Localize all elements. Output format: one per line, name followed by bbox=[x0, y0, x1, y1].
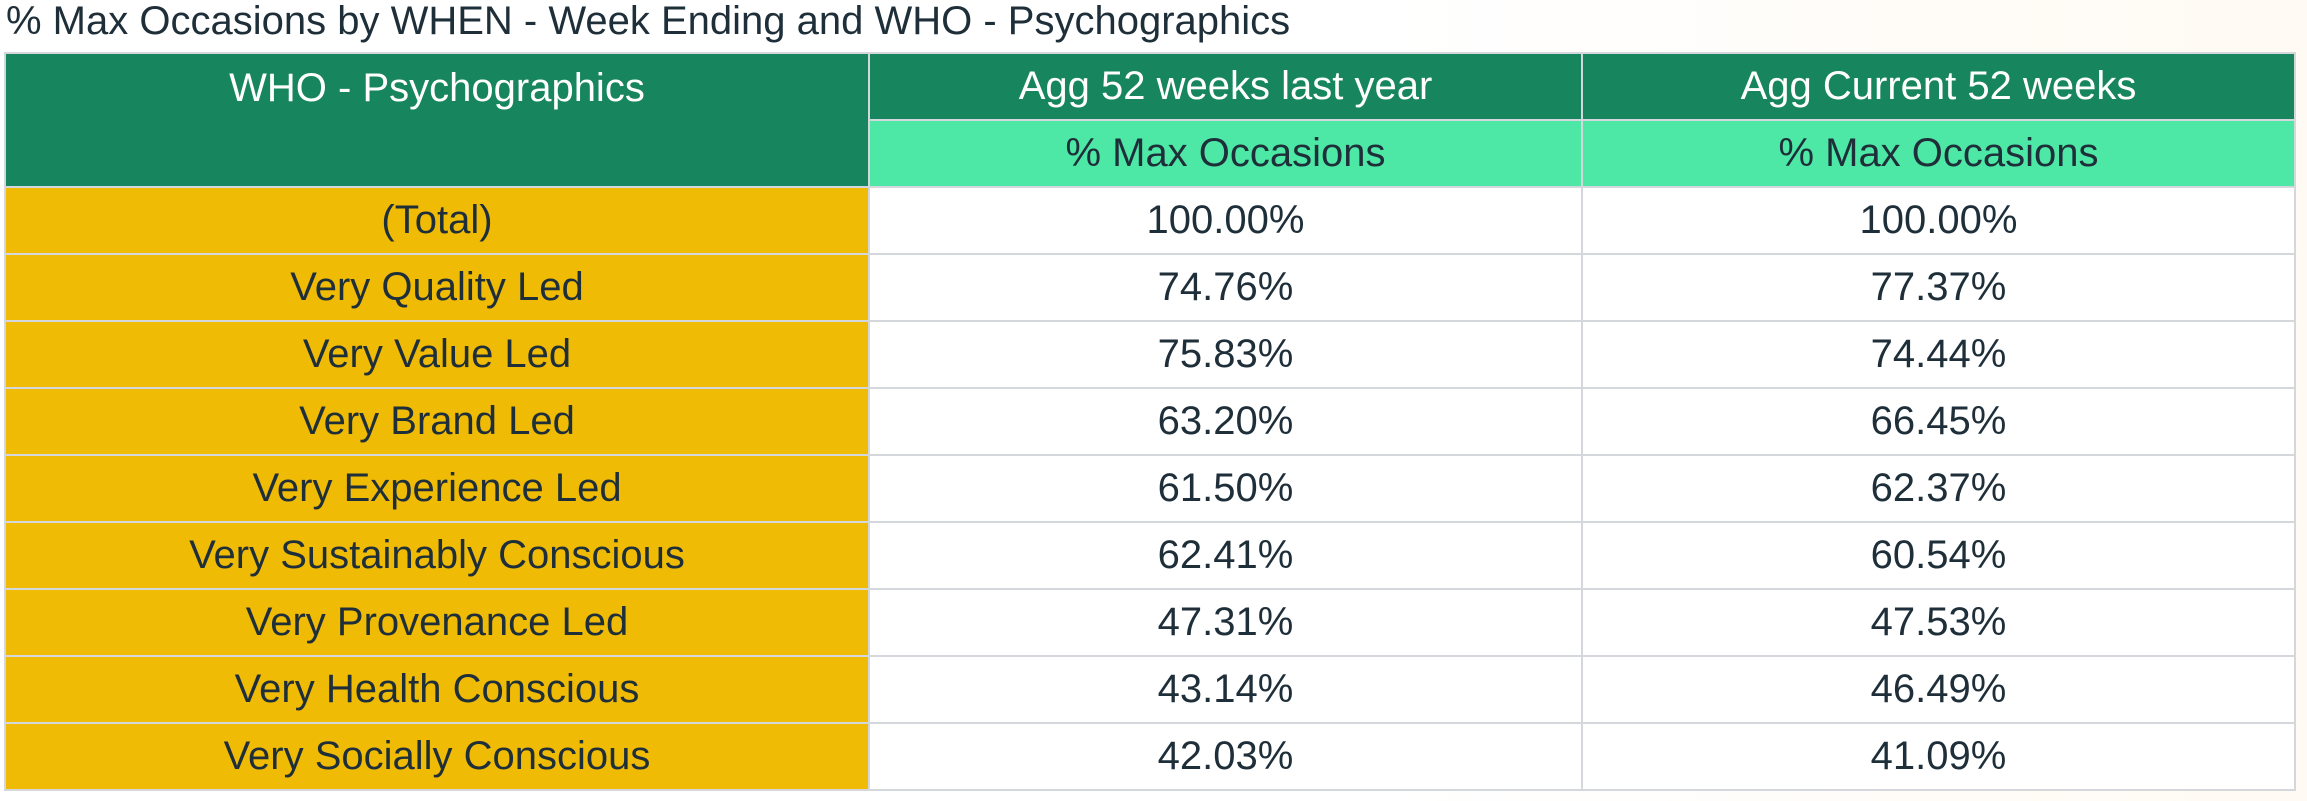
measure-header-last-year[interactable]: % Max Occasions bbox=[868, 119, 1583, 188]
table-row: (Total) 100.00% 100.00% bbox=[4, 186, 2296, 255]
row-label[interactable]: Very Quality Led bbox=[4, 253, 870, 322]
row-label[interactable]: Very Experience Led bbox=[4, 454, 870, 523]
measure-header-current[interactable]: % Max Occasions bbox=[1581, 119, 2296, 188]
value-cell[interactable]: 46.49% bbox=[1581, 655, 2296, 724]
table-row: Very Provenance Led 47.31% 47.53% bbox=[4, 588, 2296, 657]
value-cell[interactable]: 74.44% bbox=[1581, 320, 2296, 389]
row-label[interactable]: Very Value Led bbox=[4, 320, 870, 389]
row-label[interactable]: Very Sustainably Conscious bbox=[4, 521, 870, 590]
table-row: Very Socially Conscious 42.03% 41.09% bbox=[4, 722, 2296, 791]
value-cell[interactable]: 74.76% bbox=[868, 253, 1583, 322]
table-body: (Total) 100.00% 100.00% Very Quality Led… bbox=[4, 186, 2296, 791]
chart-title: % Max Occasions by WHEN - Week Ending an… bbox=[6, 0, 1291, 43]
value-cell[interactable]: 41.09% bbox=[1581, 722, 2296, 791]
table-row: Very Brand Led 63.20% 66.45% bbox=[4, 387, 2296, 456]
row-label[interactable]: Very Provenance Led bbox=[4, 588, 870, 657]
value-cell[interactable]: 100.00% bbox=[868, 186, 1583, 255]
value-cell[interactable]: 42.03% bbox=[868, 722, 1583, 791]
table-row: Very Sustainably Conscious 62.41% 60.54% bbox=[4, 521, 2296, 590]
table-row: Very Quality Led 74.76% 77.37% bbox=[4, 253, 2296, 322]
value-cell[interactable]: 61.50% bbox=[868, 454, 1583, 523]
table-row: Very Experience Led 61.50% 62.37% bbox=[4, 454, 2296, 523]
value-cell[interactable]: 47.53% bbox=[1581, 588, 2296, 657]
column-header-last-year[interactable]: Agg 52 weeks last year bbox=[868, 52, 1583, 121]
value-cell[interactable]: 62.37% bbox=[1581, 454, 2296, 523]
value-cell[interactable]: 75.83% bbox=[868, 320, 1583, 389]
value-cell[interactable]: 47.31% bbox=[868, 588, 1583, 657]
row-header[interactable]: WHO - Psychographics bbox=[4, 52, 870, 188]
column-header-current[interactable]: Agg Current 52 weeks bbox=[1581, 52, 2296, 121]
value-cell[interactable]: 43.14% bbox=[868, 655, 1583, 724]
table-row: Very Value Led 75.83% 74.44% bbox=[4, 320, 2296, 389]
table-row: Very Health Conscious 43.14% 46.49% bbox=[4, 655, 2296, 724]
value-cell[interactable]: 100.00% bbox=[1581, 186, 2296, 255]
value-cell[interactable]: 63.20% bbox=[868, 387, 1583, 456]
value-cell[interactable]: 62.41% bbox=[868, 521, 1583, 590]
row-label[interactable]: Very Socially Conscious bbox=[4, 722, 870, 791]
row-label[interactable]: (Total) bbox=[4, 186, 870, 255]
data-table: WHO - Psychographics Agg 52 weeks last y… bbox=[4, 52, 2296, 791]
row-label[interactable]: Very Brand Led bbox=[4, 387, 870, 456]
row-label[interactable]: Very Health Conscious bbox=[4, 655, 870, 724]
value-cell[interactable]: 66.45% bbox=[1581, 387, 2296, 456]
value-cell[interactable]: 60.54% bbox=[1581, 521, 2296, 590]
value-cell[interactable]: 77.37% bbox=[1581, 253, 2296, 322]
